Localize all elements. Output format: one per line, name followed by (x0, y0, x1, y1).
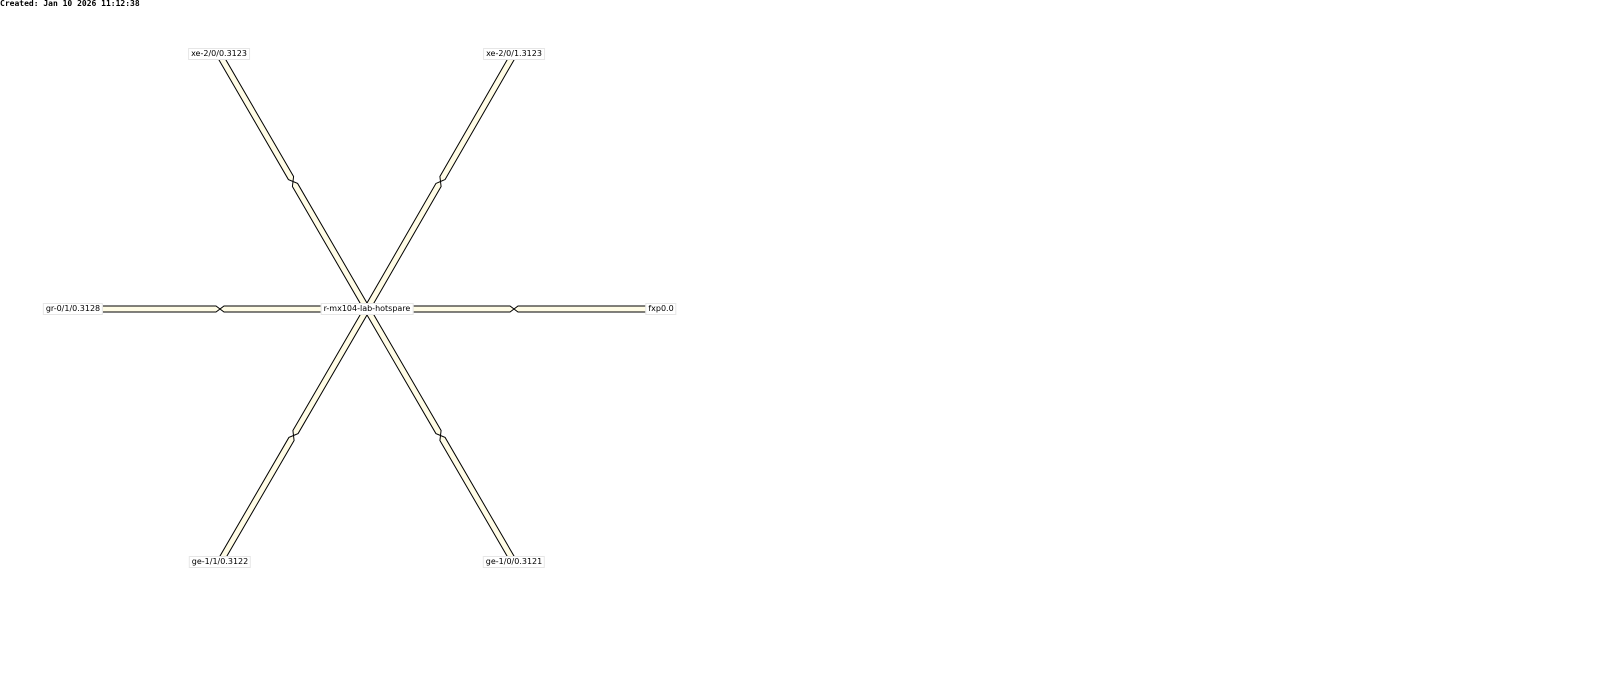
node-center-router[interactable]: r-mx104-lab-hotspare (320, 303, 414, 315)
link-fxp0-in[interactable] (513, 305, 662, 313)
node-ge-1-0-0[interactable]: ge-1/0/0.3121 (482, 556, 546, 568)
link-xe201-out[interactable] (363, 180, 442, 312)
link-xe200-in[interactable] (215, 51, 295, 183)
link-ge100-out[interactable] (363, 306, 442, 437)
node-xe-2-0-0[interactable]: xe-2/0/0.3123 (188, 48, 250, 60)
created-timestamp: Created: Jan 10 2026 11:12:38 (0, 0, 140, 8)
link-ge110-out[interactable] (292, 306, 371, 437)
node-xe-2-0-1[interactable]: xe-2/0/1.3123 (483, 48, 545, 60)
node-gr-0-1-0[interactable]: gr-0/1/0.3128 (42, 303, 104, 315)
node-fxp0[interactable]: fxp0.0 (645, 303, 677, 315)
link-xe200-out[interactable] (291, 180, 371, 312)
link-xe201-in[interactable] (439, 51, 518, 183)
node-ge-1-1-0[interactable]: ge-1/1/0.3122 (188, 556, 252, 568)
link-ge100-in[interactable] (439, 434, 518, 565)
link-ge110-in[interactable] (216, 434, 295, 565)
